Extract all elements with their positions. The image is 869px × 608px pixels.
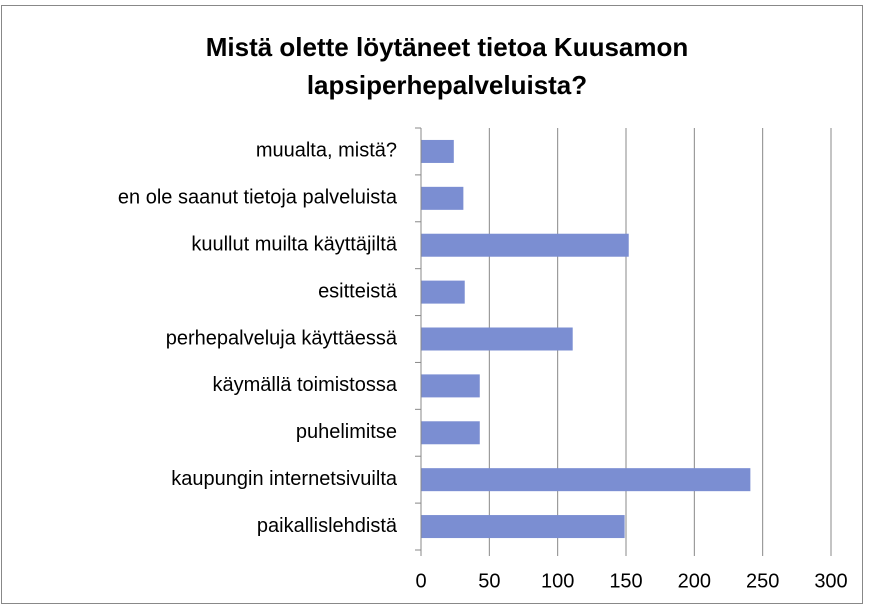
bar [421, 280, 465, 304]
y-tick-label: käymällä toimistossa [212, 374, 397, 396]
x-tick-label: 200 [678, 570, 711, 592]
bar [421, 374, 480, 398]
x-tick-label: 50 [478, 570, 500, 592]
bar [421, 233, 629, 257]
chart-title: Mistä olette löytäneet tietoa Kuusamon l… [205, 32, 689, 100]
y-tick-label: kuullut muilta käyttäjiltä [191, 234, 398, 256]
y-tick-label: kaupungin internetsivuilta [171, 468, 398, 490]
x-tick-label: 0 [415, 570, 426, 592]
y-tick-label: paikallislehdistä [257, 515, 398, 537]
bar [421, 327, 573, 351]
y-tick-label: perhepalveluja käyttäessä [166, 327, 398, 349]
bar [421, 139, 454, 163]
x-tick-label: 150 [609, 570, 642, 592]
x-tick-label: 300 [814, 570, 847, 592]
x-tick-label: 100 [541, 570, 574, 592]
y-tick-label: esitteistä [318, 280, 398, 302]
bar [421, 515, 625, 539]
bar [421, 421, 480, 445]
y-tick-label: puhelimitse [296, 421, 397, 443]
y-tick-label: muualta, mistä? [256, 140, 397, 162]
x-tick-label: 250 [746, 570, 779, 592]
chart-border [1, 5, 863, 604]
bar [421, 468, 751, 492]
bar [421, 186, 464, 210]
y-tick-label: en ole saanut tietoja palveluista [118, 187, 398, 209]
